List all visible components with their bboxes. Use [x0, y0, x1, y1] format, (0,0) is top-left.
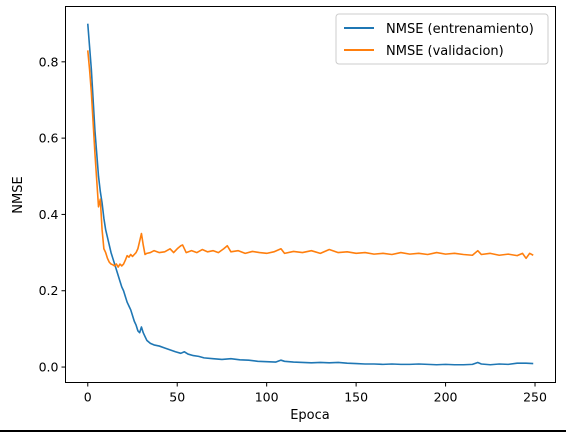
legend-box: [335, 13, 549, 65]
x-tick-label: 100: [255, 390, 279, 405]
y-tick-label: 0.2: [39, 283, 59, 298]
y-axis: 0.0 0.2 0.4 0.6 0.8: [39, 54, 66, 375]
y-tick-label: 0.6: [39, 131, 59, 146]
bottom-rule: [0, 430, 566, 432]
y-tick-label: 0.0: [39, 360, 59, 375]
x-tick-label: 250: [523, 390, 547, 405]
legend-label-val: NMSE (validacion): [386, 44, 504, 59]
y-tick-label: 0.4: [39, 207, 59, 222]
x-tick-label: 0: [84, 390, 92, 405]
series-layer: [86, 23, 534, 366]
x-axis-label: Epoca: [290, 408, 330, 423]
legend-label-train: NMSE (entrenamiento): [386, 22, 534, 37]
x-axis: 0 50 100 150 200 250: [84, 382, 547, 405]
y-tick-label: 0.8: [39, 54, 59, 69]
plot-frame: [65, 6, 556, 383]
x-tick-label: 150: [344, 390, 368, 405]
y-axis-label: NMSE: [11, 176, 26, 213]
x-tick-label: 200: [434, 390, 458, 405]
x-tick-label: 50: [169, 390, 185, 405]
series-line-train: [86, 23, 534, 366]
series-line-val: [86, 50, 534, 268]
legend: NMSE (entrenamiento) NMSE (validacion): [335, 13, 549, 65]
